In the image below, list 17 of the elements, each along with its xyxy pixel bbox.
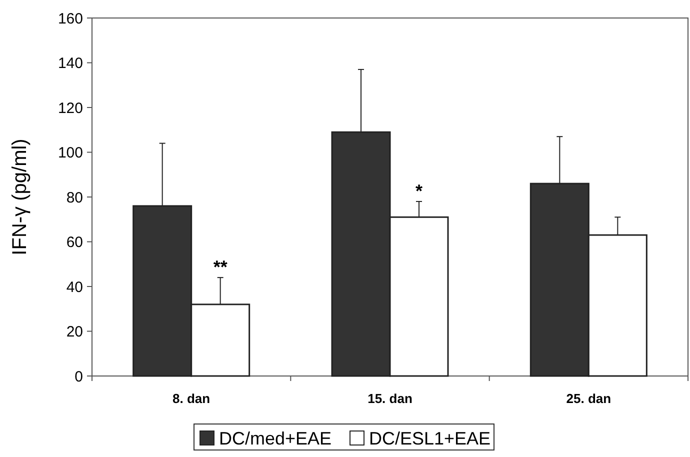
y-tick-label: 40 [66, 278, 83, 296]
y-tick-label: 100 [58, 144, 83, 162]
y-tick-label: 140 [58, 55, 83, 72]
y-tick-label: 0 [74, 368, 83, 386]
legend-label: DC/ESL1+EAE [369, 428, 491, 448]
annotation: ** [213, 257, 228, 278]
annotation: * [415, 181, 423, 201]
x-tick-label: 25. dan [566, 391, 612, 406]
y-axis-title: IFN-γ (pg/ml) [9, 138, 31, 256]
y-tick-label: 80 [66, 189, 83, 206]
y-tick-label: 60 [66, 234, 83, 251]
y-tick-label: 160 [58, 10, 83, 28]
y-tick-label: 120 [58, 100, 83, 117]
legend-label: DC/med+EAE [219, 428, 332, 448]
y-tick-label: 20 [66, 324, 83, 340]
x-tick-label: 8. dan [172, 391, 210, 406]
x-tick-label: 15. dan [368, 391, 412, 406]
